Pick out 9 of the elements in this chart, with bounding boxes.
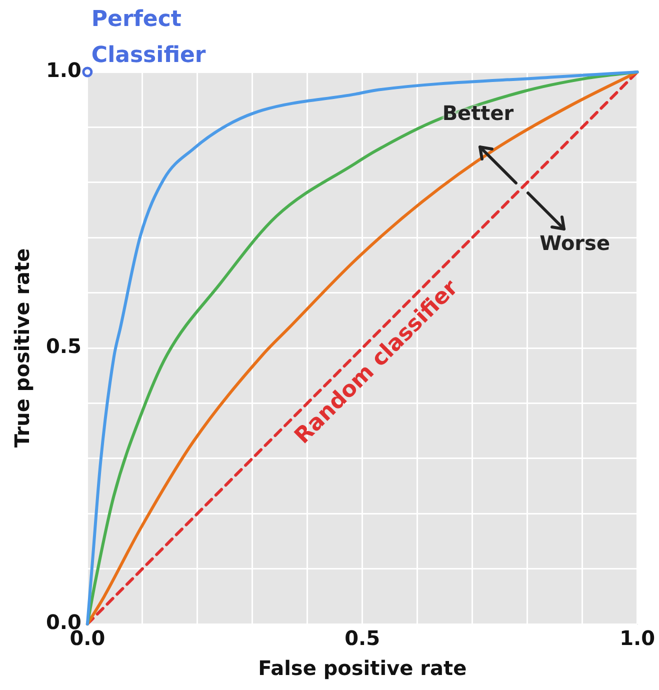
y-tick-label: 0.5: [46, 334, 82, 358]
x-tick-label: 0.5: [344, 626, 380, 650]
x-tick-label: 1.0: [620, 626, 656, 650]
annotation: Worse: [540, 231, 610, 256]
series-label: Perfect Classifier: [91, 7, 206, 68]
y-tick-label: 1.0: [46, 58, 82, 82]
y-axis-title: True positive rate: [10, 248, 34, 448]
line-series: [86, 70, 639, 626]
x-axis-title: False positive rate: [258, 656, 467, 680]
